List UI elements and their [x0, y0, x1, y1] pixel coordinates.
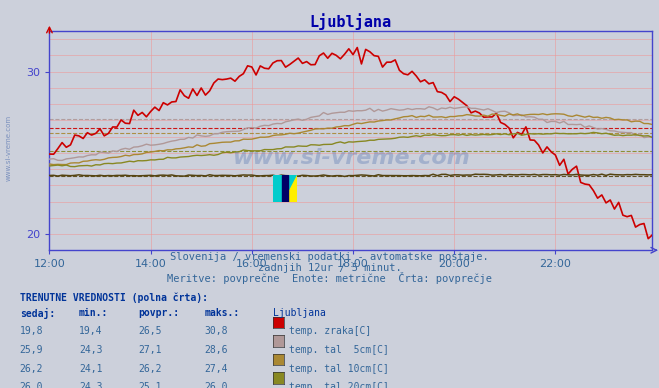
Text: 25,1: 25,1: [138, 382, 162, 388]
Text: 24,1: 24,1: [79, 364, 103, 374]
Text: povpr.:: povpr.:: [138, 308, 179, 318]
Text: maks.:: maks.:: [204, 308, 239, 318]
Text: 24,3: 24,3: [79, 382, 103, 388]
Text: www.si-vreme.com: www.si-vreme.com: [232, 148, 470, 168]
Text: 19,8: 19,8: [20, 326, 43, 336]
Text: 26,5: 26,5: [138, 326, 162, 336]
Text: 27,4: 27,4: [204, 364, 228, 374]
Text: temp. tal 20cm[C]: temp. tal 20cm[C]: [289, 382, 389, 388]
Title: Ljubljana: Ljubljana: [310, 13, 392, 30]
Text: Meritve: povprečne  Enote: metrične  Črta: povprečje: Meritve: povprečne Enote: metrične Črta:…: [167, 272, 492, 284]
Text: temp. zraka[C]: temp. zraka[C]: [289, 326, 372, 336]
Text: temp. tal  5cm[C]: temp. tal 5cm[C]: [289, 345, 389, 355]
Text: sedaj:: sedaj:: [20, 308, 55, 319]
Text: 25,9: 25,9: [20, 345, 43, 355]
Text: www.si-vreme.com: www.si-vreme.com: [5, 114, 11, 180]
Text: 28,6: 28,6: [204, 345, 228, 355]
Text: zadnjih 12ur / 5 minut.: zadnjih 12ur / 5 minut.: [258, 263, 401, 273]
Polygon shape: [281, 175, 289, 202]
Text: 26,2: 26,2: [20, 364, 43, 374]
Text: temp. tal 10cm[C]: temp. tal 10cm[C]: [289, 364, 389, 374]
Text: Slovenija / vremenski podatki - avtomatske postaje.: Slovenija / vremenski podatki - avtomats…: [170, 252, 489, 262]
Text: 26,0: 26,0: [204, 382, 228, 388]
Polygon shape: [283, 175, 297, 202]
Text: 19,4: 19,4: [79, 326, 103, 336]
Text: 26,0: 26,0: [20, 382, 43, 388]
Text: TRENUTNE VREDNOSTI (polna črta):: TRENUTNE VREDNOSTI (polna črta):: [20, 293, 208, 303]
Text: Ljubljana: Ljubljana: [273, 308, 326, 318]
Text: 27,1: 27,1: [138, 345, 162, 355]
Text: min.:: min.:: [79, 308, 109, 318]
Text: 26,2: 26,2: [138, 364, 162, 374]
Text: 24,3: 24,3: [79, 345, 103, 355]
Text: 30,8: 30,8: [204, 326, 228, 336]
